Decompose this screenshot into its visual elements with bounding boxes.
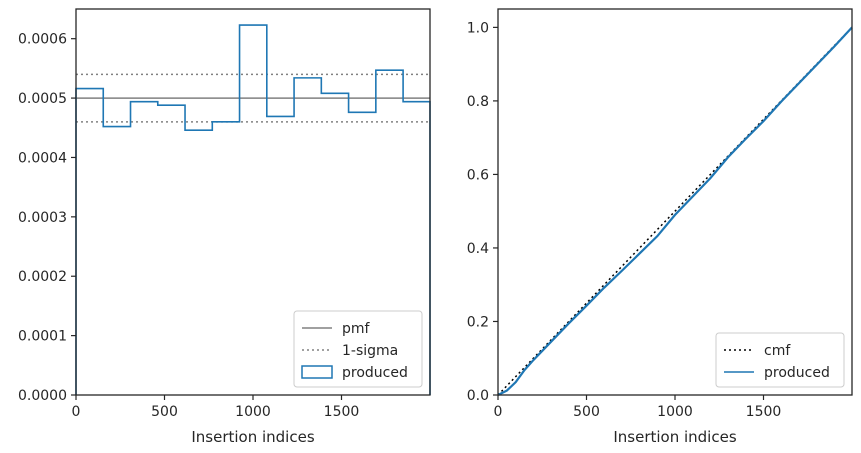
y-tick-label: 0.6 <box>467 167 489 183</box>
y-tick-label: 0.0 <box>467 388 489 404</box>
legend-box <box>293 310 423 388</box>
y-tick-label: 0.8 <box>467 94 489 110</box>
legend-label-cmf: cmf <box>764 343 791 359</box>
legend: cmf produced <box>715 332 845 388</box>
y-tick-label: 0.4 <box>467 241 489 257</box>
y-tick-label: 1.0 <box>467 20 489 36</box>
x-tick-label: 500 <box>573 404 600 420</box>
legend-label-produced: produced <box>764 365 830 381</box>
x-tick-label: 1500 <box>324 404 360 420</box>
legend-label-produced: produced <box>342 365 408 381</box>
y-tick-label: 0.2 <box>467 314 489 330</box>
legend-label-1-sigma: 1-sigma <box>342 343 398 359</box>
x-axis-label: Insertion indices <box>191 428 314 446</box>
y-tick-label: 0.0003 <box>18 210 67 226</box>
legend: pmf 1-sigma produced <box>293 310 423 388</box>
cmf-panel: 0 500 1000 1500 0.0 0.2 0.4 0.6 0.8 1.0 Insertion … <box>467 8 853 446</box>
y-tick-label: 0.0002 <box>18 269 67 285</box>
y-tick-label: 0.0004 <box>18 150 67 166</box>
x-tick-label: 1000 <box>235 404 271 420</box>
legend-swatch-produced <box>301 365 333 379</box>
legend-label-pmf: pmf <box>342 321 371 337</box>
x-tick-label: 0 <box>72 404 81 420</box>
produced-histogram-step <box>75 24 431 395</box>
y-tick-label: 0.0005 <box>18 91 67 107</box>
legend-box <box>715 332 845 388</box>
produced-curve <box>497 26 853 396</box>
y-tick-label: 0.0006 <box>18 32 67 48</box>
x-tick-label: 500 <box>151 404 178 420</box>
pmf-histogram-panel: 0 500 1000 1500 0.0000 0.0001 0.0002 0.0003 0.00… <box>18 8 431 446</box>
x-tick-label: 1500 <box>746 404 782 420</box>
x-tick-label: 0 <box>494 404 503 420</box>
y-tick-label: 0.0001 <box>18 329 67 345</box>
x-tick-label: 1000 <box>657 404 693 420</box>
x-axis-label: Insertion indices <box>613 428 736 446</box>
y-tick-label: 0.0000 <box>18 388 67 404</box>
